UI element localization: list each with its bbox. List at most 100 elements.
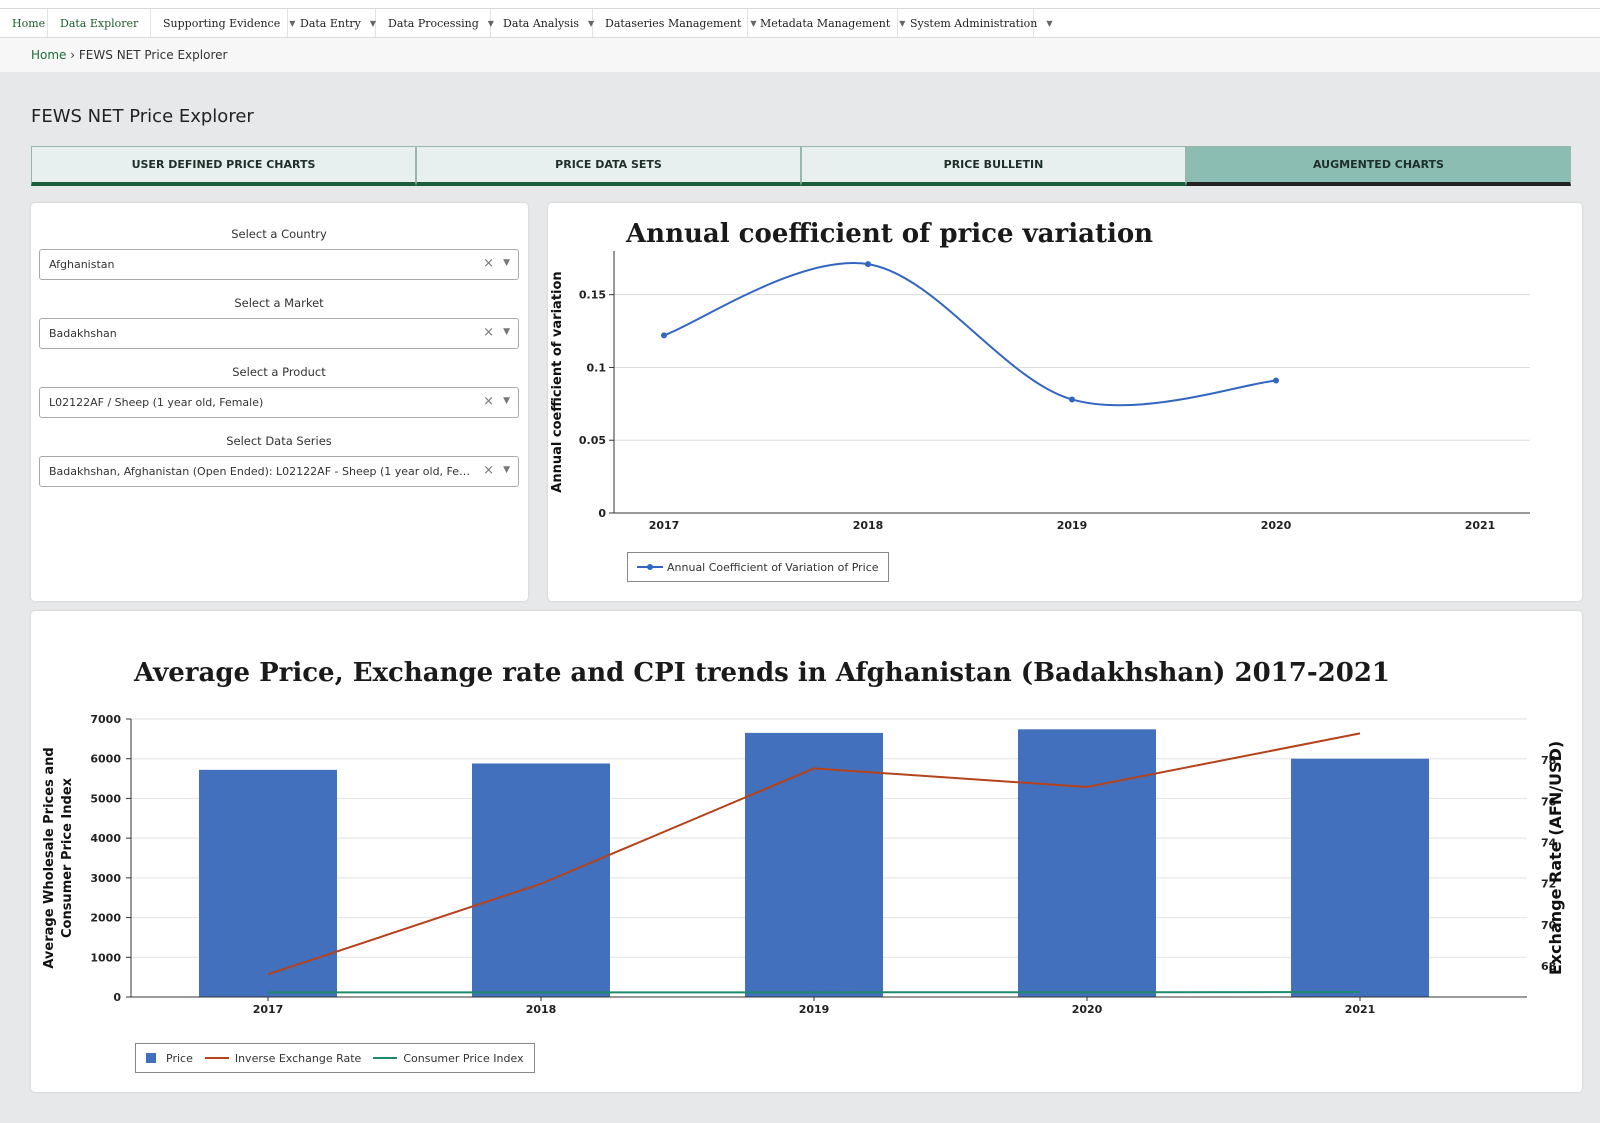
data-point — [1069, 396, 1075, 403]
line-legend-icon — [373, 1057, 398, 1059]
nav-item-label: System Administration — [910, 16, 1038, 30]
data-point — [661, 332, 667, 339]
trends-chart-panel: Average Price, Exchange rate and CPI tre… — [31, 611, 1582, 1092]
nav-item-metadata-management[interactable]: Metadata Management ▼ — [748, 9, 905, 37]
x-tick-label: 2017 — [649, 519, 680, 532]
x-tick-label: 2019 — [1057, 519, 1088, 532]
clear-icon[interactable]: × — [483, 463, 494, 478]
y2-tick-label: 74 — [1541, 837, 1557, 850]
chevron-down-icon: ▼ — [899, 18, 906, 28]
chevron-down-icon[interactable]: ▼ — [503, 258, 510, 268]
tab-augmented-charts[interactable]: AUGMENTED CHARTS — [1186, 146, 1571, 186]
x-tick-label: 2017 — [253, 1003, 284, 1016]
nav-item-label: Data Processing — [388, 16, 479, 30]
product-label: Select a Product — [232, 365, 326, 379]
y-tick-label: 0.15 — [579, 289, 606, 302]
y-tick-label: 6000 — [90, 753, 121, 766]
nav-item-data-analysis[interactable]: Data Analysis ▼ — [491, 9, 595, 37]
cpi-legend-label: Consumer Price Index — [403, 1051, 524, 1065]
nav-item-label: Data Explorer — [60, 16, 139, 30]
y2-tick-label: 76 — [1541, 795, 1557, 808]
clear-icon[interactable]: × — [483, 256, 494, 271]
line-legend-icon — [637, 564, 663, 570]
breadcrumb-separator: › — [70, 48, 76, 62]
y-axis-label-line2: Consumer Price Index — [60, 777, 75, 938]
breadcrumb-current: FEWS NET Price Explorer — [78, 48, 228, 62]
nav-item-label: Dataseries Management — [605, 16, 742, 30]
y-tick-label: 1000 — [90, 951, 121, 964]
price-bar — [199, 769, 337, 997]
x-tick-label: 2021 — [1465, 519, 1496, 532]
y-tick-label: 0 — [598, 507, 606, 520]
cv-legend-label: Annual Coefficient of Variation of Price — [667, 560, 879, 574]
top-strip — [0, 0, 1600, 8]
nav-item-home[interactable]: Home — [0, 9, 48, 37]
chevron-down-icon: ▼ — [587, 18, 595, 28]
data-point — [865, 261, 871, 268]
y2-tick-label: 72 — [1541, 878, 1556, 891]
data-series-select-value: Badakhshan, Afghanistan (Open Ended): L0… — [49, 465, 474, 478]
market-select[interactable]: Badakhshan × ▼ — [39, 318, 519, 349]
y2-axis-label: Exchange Rate (AFN/USD) — [1546, 741, 1565, 975]
data-series-label: Select Data Series — [226, 434, 332, 448]
trends-chart: 0 1000 2000 3000 4000 5000 6000 7000 68 70 72 74 76 7… — [42, 713, 1565, 1016]
breadcrumb-home-link[interactable]: Home — [31, 48, 67, 62]
product-select-value: L02122AF / Sheep (1 year old, Female) — [49, 396, 264, 409]
x-tick-label: 2020 — [1072, 1003, 1103, 1016]
country-select-value: Afghanistan — [49, 258, 115, 271]
main-navbar: Home Data Explorer Supporting Evidence ▼ Dat… — [0, 8, 1600, 38]
trends-chart-legend: Price Inverse Exchange Rate Consumer Pri… — [135, 1043, 535, 1073]
price-legend-label: Price — [166, 1051, 193, 1065]
nav-item-label: Data Entry — [300, 16, 361, 30]
nav-item-supporting-evidence[interactable]: Supporting Evidence ▼ — [151, 9, 295, 37]
chevron-down-icon[interactable]: ▼ — [503, 465, 510, 475]
tab-price-data-sets[interactable]: PRICE DATA SETS — [416, 146, 801, 186]
nav-item-label: Home — [12, 16, 46, 30]
cv-chart: 0 0.05 0.1 0.15 2017 2018 2019 2020 2021 Annual c… — [550, 251, 1530, 532]
chevron-down-icon: ▼ — [487, 18, 494, 28]
tab-price-bulletin[interactable]: PRICE BULLETIN — [801, 146, 1186, 186]
x-tick-label: 2021 — [1345, 1003, 1376, 1016]
bar-legend-icon — [146, 1053, 156, 1063]
chevron-down-icon: ▼ — [369, 18, 377, 28]
data-series-select[interactable]: Badakhshan, Afghanistan (Open Ended): L0… — [39, 456, 519, 487]
y-tick-label: 2000 — [90, 912, 121, 925]
nav-item-data-explorer[interactable]: Data Explorer — [48, 9, 151, 37]
x-tick-label: 2018 — [526, 1003, 557, 1016]
x-tick-label: 2020 — [1261, 519, 1292, 532]
x-tick-label: 2019 — [799, 1003, 830, 1016]
breadcrumb: Home › FEWS NET Price Explorer — [31, 48, 227, 62]
tab-user-defined-price-charts[interactable]: USER DEFINED PRICE CHARTS — [31, 146, 416, 186]
product-select[interactable]: L02122AF / Sheep (1 year old, Female) × … — [39, 387, 519, 418]
nav-item-system-administration[interactable]: System Administration ▼ — [898, 9, 1052, 37]
nav-item-dataseries-management[interactable]: Dataseries Management ▼ — [593, 9, 757, 37]
nav-item-data-entry[interactable]: Data Entry ▼ — [288, 9, 376, 37]
y2-tick-label: 70 — [1541, 919, 1557, 932]
nav-item-label: Data Analysis — [503, 16, 579, 30]
nav-item-label: Supporting Evidence — [163, 16, 281, 30]
chevron-down-icon: ▼ — [289, 18, 296, 28]
nav-item-label: Metadata Management — [760, 16, 891, 30]
y-axis-label: Annual coefficient of variation — [550, 271, 565, 492]
country-select[interactable]: Afghanistan × ▼ — [39, 249, 519, 280]
y2-tick-label: 78 — [1541, 754, 1556, 767]
y-axis-label-line1: Average Wholesale Prices and — [42, 747, 57, 968]
breadcrumb-bar — [0, 38, 1600, 72]
clear-icon[interactable]: × — [483, 394, 494, 409]
nav-item-data-processing[interactable]: Data Processing ▼ — [376, 9, 494, 37]
y-tick-label: 0.1 — [587, 361, 607, 374]
line-legend-icon — [204, 1057, 229, 1059]
chevron-down-icon[interactable]: ▼ — [503, 396, 510, 406]
exchange-legend-label: Inverse Exchange Rate — [234, 1051, 362, 1065]
x-tick-label: 2018 — [853, 519, 884, 532]
y-tick-label: 4000 — [90, 832, 121, 845]
cv-chart-title: Annual coefficient of price variation — [626, 219, 1154, 249]
chevron-down-icon[interactable]: ▼ — [503, 327, 510, 337]
clear-icon[interactable]: × — [483, 325, 494, 340]
y2-tick-label: 68 — [1541, 960, 1556, 973]
market-select-value: Badakhshan — [49, 327, 117, 340]
price-bar — [1291, 758, 1429, 997]
y-tick-label: 5000 — [90, 792, 121, 805]
y-tick-label: 0.05 — [579, 434, 606, 447]
